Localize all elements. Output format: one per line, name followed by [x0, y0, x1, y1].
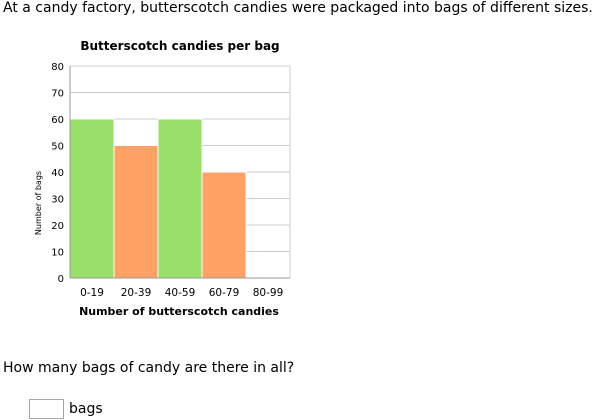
chart-svg: Butterscotch candies per bag 0 10 20 30 40 50… — [34, 39, 291, 318]
answer-row: bags — [29, 398, 103, 420]
axes — [69, 65, 291, 279]
y-tick-label: 40 — [51, 168, 64, 179]
y-tick-label: 20 — [51, 221, 64, 232]
x-tick-label: 20-39 — [121, 287, 152, 299]
answer-input[interactable] — [29, 399, 64, 419]
bar — [69, 118, 115, 279]
x-tick-label: 80-99 — [253, 287, 284, 299]
y-tick-label: 0 — [58, 274, 64, 285]
histogram-chart: Butterscotch candies per bag 0 10 20 30 40 50… — [0, 30, 360, 330]
question-text: How many bags of candy are there in all? — [3, 360, 295, 376]
y-tick-label: 50 — [51, 142, 64, 153]
bar — [157, 118, 203, 279]
x-tick-label: 40-59 — [165, 287, 196, 299]
x-tick-label: 0-19 — [80, 287, 104, 299]
y-tick-labels: 0 10 20 30 40 50 60 70 80 — [51, 62, 64, 285]
x-tick-label: 60-79 — [209, 287, 240, 299]
bar — [113, 145, 159, 279]
y-tick-label: 70 — [51, 89, 64, 100]
y-tick-label: 60 — [51, 115, 64, 126]
y-tick-label: 80 — [51, 62, 64, 73]
bar — [201, 171, 247, 279]
x-tick-labels: 0-19 20-39 40-59 60-79 80-99 — [80, 287, 283, 299]
y-axis-label: Number of bags — [34, 171, 43, 235]
answer-unit-label: bags — [69, 400, 103, 417]
y-tick-label: 30 — [51, 195, 64, 206]
y-tick-label: 10 — [51, 248, 64, 259]
bars — [69, 118, 247, 279]
chart-title: Butterscotch candies per bag — [80, 39, 279, 53]
x-axis-label: Number of butterscotch candies — [79, 305, 279, 318]
intro-text: At a candy factory, butterscotch candies… — [3, 0, 593, 16]
